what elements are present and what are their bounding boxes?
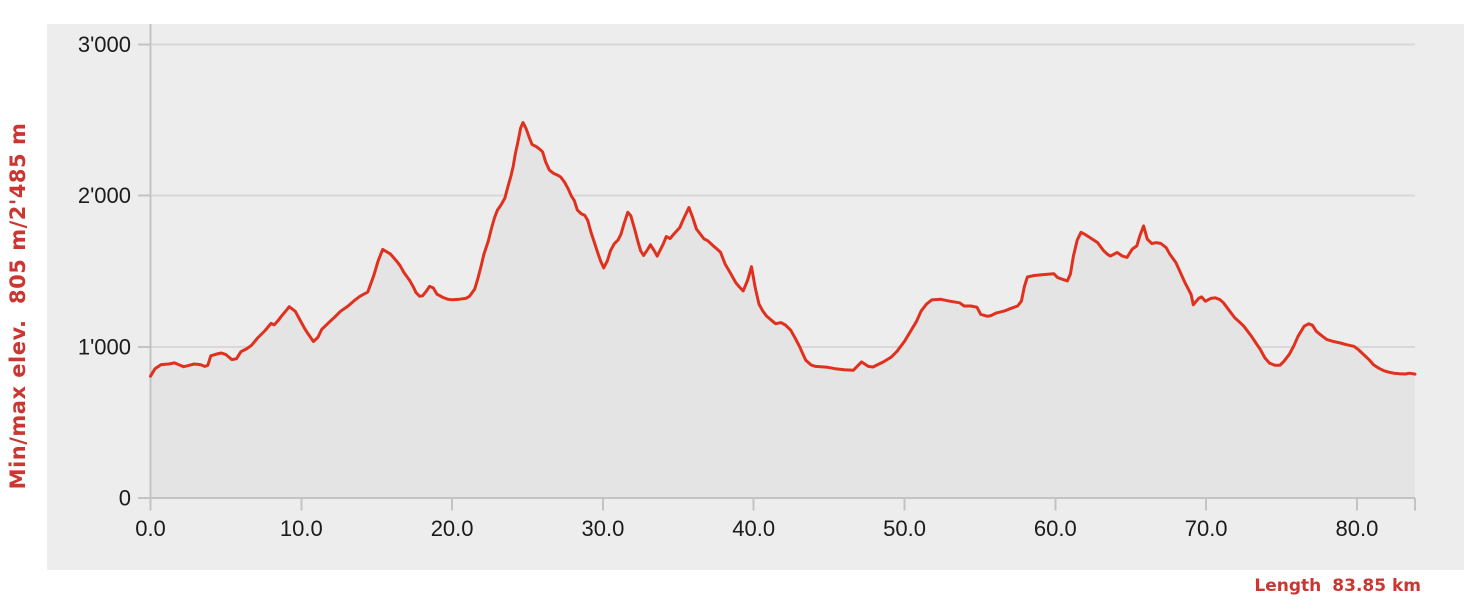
elevation-line bbox=[149, 121, 1417, 378]
y-tick-label: 0 bbox=[119, 485, 131, 510]
y-tick-label: 2'000 bbox=[78, 183, 131, 208]
x-tick-label: 70.0 bbox=[1185, 516, 1228, 541]
x-tick-label: 40.0 bbox=[732, 516, 775, 541]
x-tick-label: 30.0 bbox=[582, 516, 625, 541]
y-tick-label: 1'000 bbox=[78, 334, 131, 359]
y-tick-label: 3'000 bbox=[78, 32, 131, 57]
x-tick-label: 0.0 bbox=[135, 516, 166, 541]
y-axis-title: Min/max elev. 805 m/2'485 m bbox=[6, 122, 30, 490]
x-tick-label: 80.0 bbox=[1336, 516, 1379, 541]
length-label-text: Length bbox=[1254, 576, 1322, 596]
length-label: Length 83.85 km bbox=[1254, 576, 1421, 596]
elevation-area bbox=[150, 122, 1415, 498]
x-tick-label: 60.0 bbox=[1034, 516, 1077, 541]
length-value: 83.85 km bbox=[1332, 576, 1421, 596]
x-tick-label: 50.0 bbox=[883, 516, 926, 541]
x-tick-label: 20.0 bbox=[431, 516, 474, 541]
x-tick-label: 10.0 bbox=[280, 516, 323, 541]
